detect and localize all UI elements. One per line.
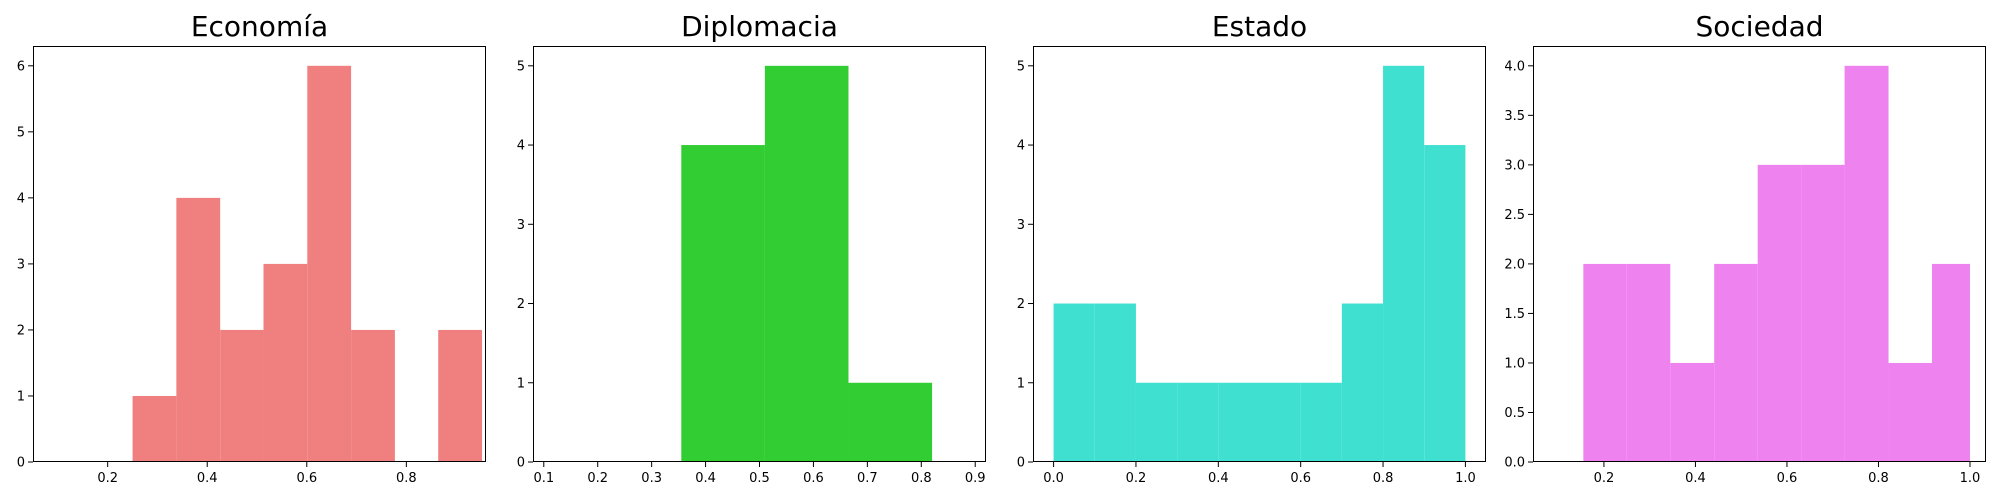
y-tick-label-diplomacia-0: 0 [517, 456, 525, 471]
histogram-bar-economia-2 [220, 329, 264, 462]
histogram-bar-estado-2 [1135, 382, 1178, 462]
histogram-bar-estado-3 [1177, 382, 1219, 462]
x-tick-label-diplomacia-4: 0.5 [749, 471, 770, 486]
x-tick-label-estado-4: 0.8 [1373, 471, 1394, 486]
histogram-bar-sociedad-2 [1670, 362, 1715, 462]
histogram-bar-sociedad-0 [1583, 263, 1627, 462]
histogram-bar-sociedad-3 [1714, 263, 1758, 462]
x-tick-label-diplomacia-6: 0.7 [857, 471, 878, 486]
axes-frame-diplomacia [533, 46, 986, 462]
y-tick-label-diplomacia-3: 3 [517, 218, 525, 233]
x-tick-label-diplomacia-7: 0.8 [911, 471, 932, 486]
x-tick-label-estado-0: 0.0 [1043, 471, 1064, 486]
y-tick-label-diplomacia-1: 1 [517, 376, 525, 391]
y-tick-label-sociedad-1: 0.5 [1504, 406, 1525, 421]
y-tick-label-economia-2: 2 [17, 323, 25, 338]
histogram-bar-economia-4 [307, 65, 352, 463]
panel-estado: Estado 0.0 0.2 0.4 0.6 0.8 1.0 0 1 2 3 4 5 [1017, 10, 1486, 486]
histogram-bar-sociedad-6 [1844, 65, 1889, 463]
x-tick-label-economia-1: 0.4 [197, 471, 218, 486]
x-tick-label-sociedad-4: 1.0 [1960, 471, 1981, 486]
histogram-bar-estado-5 [1259, 382, 1301, 462]
x-tick-label-economia-0: 0.2 [97, 471, 118, 486]
chart-title-diplomacia: Diplomacia [681, 10, 838, 43]
axes-frame-sociedad [1533, 46, 1986, 462]
chart-title-estado: Estado [1212, 10, 1307, 43]
histogram-bar-diplomacia-2 [848, 382, 933, 462]
y-tick-label-economia-3: 3 [17, 257, 25, 272]
x-tick-label-diplomacia-2: 0.3 [641, 471, 662, 486]
y-tick-label-sociedad-4: 2.0 [1504, 257, 1525, 272]
y-tick-label-economia-4: 4 [17, 191, 25, 206]
histogram-bar-economia-3 [263, 263, 308, 462]
x-tick-label-economia-3: 0.8 [396, 471, 417, 486]
y-tick-label-economia-5: 5 [17, 125, 25, 140]
x-tick-label-estado-2: 0.4 [1208, 471, 1229, 486]
x-tick-label-sociedad-3: 0.8 [1868, 471, 1889, 486]
histogram-bar-estado-7 [1341, 303, 1384, 462]
panel-sociedad: Sociedad 0.2 0.4 0.6 0.8 1.0 0.0 0.5 1.0 1.5 2.0 2.… [1504, 10, 1986, 486]
axes-frame-estado [1033, 46, 1486, 462]
histogram-bar-diplomacia-1 [764, 65, 849, 463]
x-tick-label-diplomacia-1: 0.2 [587, 471, 608, 486]
panel-economia: Economía 0.2 0.4 0.6 0.8 0 1 2 3 4 5 6 [17, 10, 486, 486]
x-tick-label-sociedad-2: 0.6 [1777, 471, 1798, 486]
y-tick-label-sociedad-7: 3.5 [1504, 109, 1525, 124]
x-tick-label-diplomacia-0: 0.1 [533, 471, 554, 486]
histogram-bar-diplomacia-0 [681, 145, 765, 463]
x-tick-label-diplomacia-8: 0.9 [965, 471, 986, 486]
y-tick-label-estado-3: 3 [1017, 218, 1025, 233]
y-tick-label-sociedad-0: 0.0 [1504, 456, 1525, 471]
histogram-bar-sociedad-4 [1757, 164, 1802, 462]
histogram-bar-estado-9 [1424, 145, 1466, 463]
histogram-bar-sociedad-7 [1888, 362, 1933, 462]
x-tick-label-diplomacia-5: 0.6 [803, 471, 824, 486]
y-tick-label-sociedad-6: 3.0 [1504, 158, 1525, 173]
histogram-bar-estado-0 [1053, 303, 1095, 462]
y-tick-label-sociedad-2: 1.0 [1504, 356, 1525, 371]
y-tick-label-economia-6: 6 [17, 59, 25, 74]
histogram-bar-estado-1 [1094, 303, 1136, 462]
y-tick-label-estado-2: 2 [1017, 297, 1025, 312]
histogram-bar-estado-8 [1383, 65, 1425, 463]
x-tick-label-sociedad-1: 0.4 [1685, 471, 1706, 486]
axes-frame-economia [33, 46, 486, 462]
x-tick-label-estado-5: 1.0 [1455, 471, 1476, 486]
y-tick-label-estado-1: 1 [1017, 376, 1025, 391]
histogram-bar-economia-1 [176, 197, 221, 462]
y-tick-label-estado-5: 5 [1017, 59, 1025, 74]
chart-title-economia: Economía [191, 10, 328, 43]
x-tick-label-estado-3: 0.6 [1290, 471, 1311, 486]
y-tick-label-economia-0: 0 [17, 456, 25, 471]
x-tick-label-sociedad-0: 0.2 [1594, 471, 1615, 486]
y-tick-label-diplomacia-4: 4 [517, 139, 525, 154]
x-tick-label-economia-2: 0.6 [296, 471, 317, 486]
panel-diplomacia: Diplomacia 0.1 0.2 0.3 0.4 0.5 0.6 0.7 0.8 0.9 0 1 2… [517, 10, 986, 486]
y-tick-label-diplomacia-5: 5 [517, 59, 525, 74]
histogram-bar-estado-6 [1300, 382, 1342, 462]
histogram-bar-sociedad-8 [1932, 263, 1970, 462]
histogram-bar-economia-7 [438, 329, 483, 462]
histogram-bar-economia-0 [132, 395, 177, 462]
y-tick-label-estado-4: 4 [1017, 139, 1025, 154]
y-tick-label-economia-1: 1 [17, 389, 25, 404]
histogram-bar-sociedad-1 [1626, 263, 1671, 462]
histogram-bar-sociedad-5 [1801, 164, 1845, 462]
y-tick-label-sociedad-5: 2.5 [1504, 208, 1525, 223]
y-tick-label-diplomacia-2: 2 [517, 297, 525, 312]
y-tick-label-estado-0: 0 [1017, 456, 1025, 471]
x-tick-label-estado-1: 0.2 [1126, 471, 1147, 486]
x-tick-label-diplomacia-3: 0.4 [695, 471, 716, 486]
chart-title-sociedad: Sociedad [1695, 10, 1823, 43]
y-tick-label-sociedad-8: 4.0 [1504, 59, 1525, 74]
y-tick-label-sociedad-3: 1.5 [1504, 307, 1525, 322]
histogram-bar-estado-4 [1218, 382, 1260, 462]
histogram-bar-economia-5 [351, 329, 395, 462]
